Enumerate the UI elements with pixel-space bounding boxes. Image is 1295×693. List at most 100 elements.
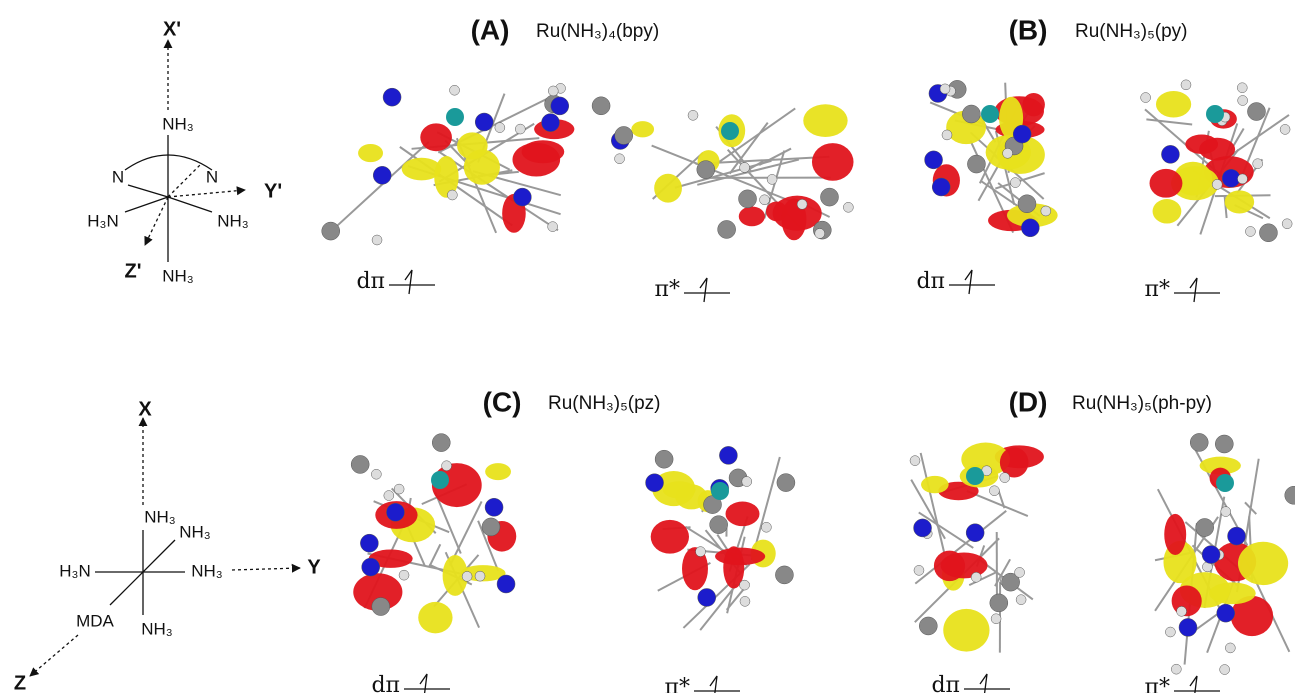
orbital-lobe	[715, 548, 765, 566]
atom	[1041, 206, 1051, 216]
axis-label: X	[138, 398, 152, 420]
atom	[761, 522, 771, 532]
ligand: MDA	[76, 611, 114, 630]
atom	[1212, 179, 1222, 189]
atom	[495, 123, 505, 133]
atom	[372, 235, 382, 245]
orbital-lobe	[457, 132, 488, 159]
atom	[966, 524, 984, 542]
atom	[1217, 604, 1235, 622]
orbital-lobe	[1164, 514, 1186, 555]
atom	[942, 130, 952, 140]
panel-label: (D)	[1009, 386, 1048, 417]
orbital-label: dπ	[931, 673, 960, 693]
atom-ru	[711, 482, 729, 500]
orbital-lobe	[726, 502, 760, 527]
atom	[820, 188, 838, 206]
atom	[1171, 664, 1181, 674]
atom	[1016, 595, 1026, 605]
atom	[1161, 145, 1179, 163]
atom	[843, 202, 853, 212]
atom	[718, 220, 736, 238]
atom	[777, 474, 795, 492]
atom-ru	[446, 108, 464, 126]
electron-arrow	[405, 270, 412, 294]
atom	[462, 571, 472, 581]
atom	[1181, 80, 1191, 90]
atom	[646, 474, 664, 492]
atom	[739, 190, 757, 208]
electron-arrow	[420, 674, 427, 693]
atom	[1228, 527, 1246, 545]
molecule	[646, 446, 795, 630]
ligand: N	[112, 167, 124, 186]
formula: Ru(NH₃)₅(pz)	[548, 393, 661, 414]
atom	[1282, 219, 1292, 229]
ligand: NH₃	[144, 507, 175, 526]
atom	[373, 166, 391, 184]
orbital-label: dπ	[916, 269, 945, 294]
atom	[740, 580, 750, 590]
atom	[1237, 174, 1247, 184]
orbital-lobe	[358, 144, 383, 162]
formula: Ru(NH₃)₅(ph-py)	[1072, 393, 1212, 414]
orbital-lobe	[1185, 134, 1218, 154]
atom	[1202, 546, 1220, 564]
atom	[371, 469, 381, 479]
atom	[760, 195, 770, 205]
electron-arrow	[700, 278, 707, 302]
atom	[442, 461, 452, 471]
orbital-lobe	[675, 484, 707, 509]
molecule	[351, 434, 516, 634]
atom	[767, 174, 777, 184]
axis-label: Z'	[125, 260, 142, 282]
ligand: NH₃	[179, 522, 210, 541]
atom	[386, 503, 404, 521]
atom	[1215, 435, 1233, 453]
molecule	[1141, 80, 1293, 242]
ligand: NH₃	[162, 114, 193, 133]
atom	[967, 155, 985, 173]
atom	[482, 518, 500, 536]
atom	[1013, 125, 1031, 143]
orbital-lobe	[1238, 542, 1288, 585]
orbital-lobe	[739, 206, 765, 226]
atom	[991, 614, 1001, 624]
ligand: H₃N	[87, 211, 118, 230]
axis-arrow	[232, 568, 300, 570]
bond	[168, 165, 200, 197]
atom	[914, 565, 924, 575]
atom	[592, 97, 610, 115]
orbital-lobe	[420, 123, 452, 151]
formula: Ru(NH₃)₄(bpy)	[536, 21, 659, 42]
orbital-lobe	[812, 143, 854, 181]
atom	[697, 161, 715, 179]
atom	[513, 188, 531, 206]
orbital-lobe	[651, 520, 689, 554]
atom	[1141, 93, 1151, 103]
atom-ru	[431, 471, 449, 489]
electron-arrow	[980, 674, 987, 693]
atom	[383, 88, 401, 106]
orbital-lobe	[1022, 93, 1044, 116]
atom-ru	[1216, 474, 1234, 492]
atom	[497, 575, 515, 593]
atom	[1237, 83, 1247, 93]
atom	[1021, 219, 1039, 237]
orbital-lobe	[654, 174, 682, 203]
atom	[925, 151, 943, 169]
atom	[1190, 433, 1208, 451]
panel-label: (C)	[483, 386, 522, 417]
molecule	[1155, 433, 1295, 674]
atom	[322, 222, 340, 240]
atom	[710, 516, 728, 534]
bond	[168, 197, 212, 212]
atom	[1010, 178, 1020, 188]
atom	[932, 178, 950, 196]
atom	[1000, 473, 1010, 483]
atom	[1225, 643, 1235, 653]
atom	[1018, 195, 1036, 213]
atom	[475, 113, 493, 131]
atom	[919, 617, 937, 635]
atom	[740, 596, 750, 606]
